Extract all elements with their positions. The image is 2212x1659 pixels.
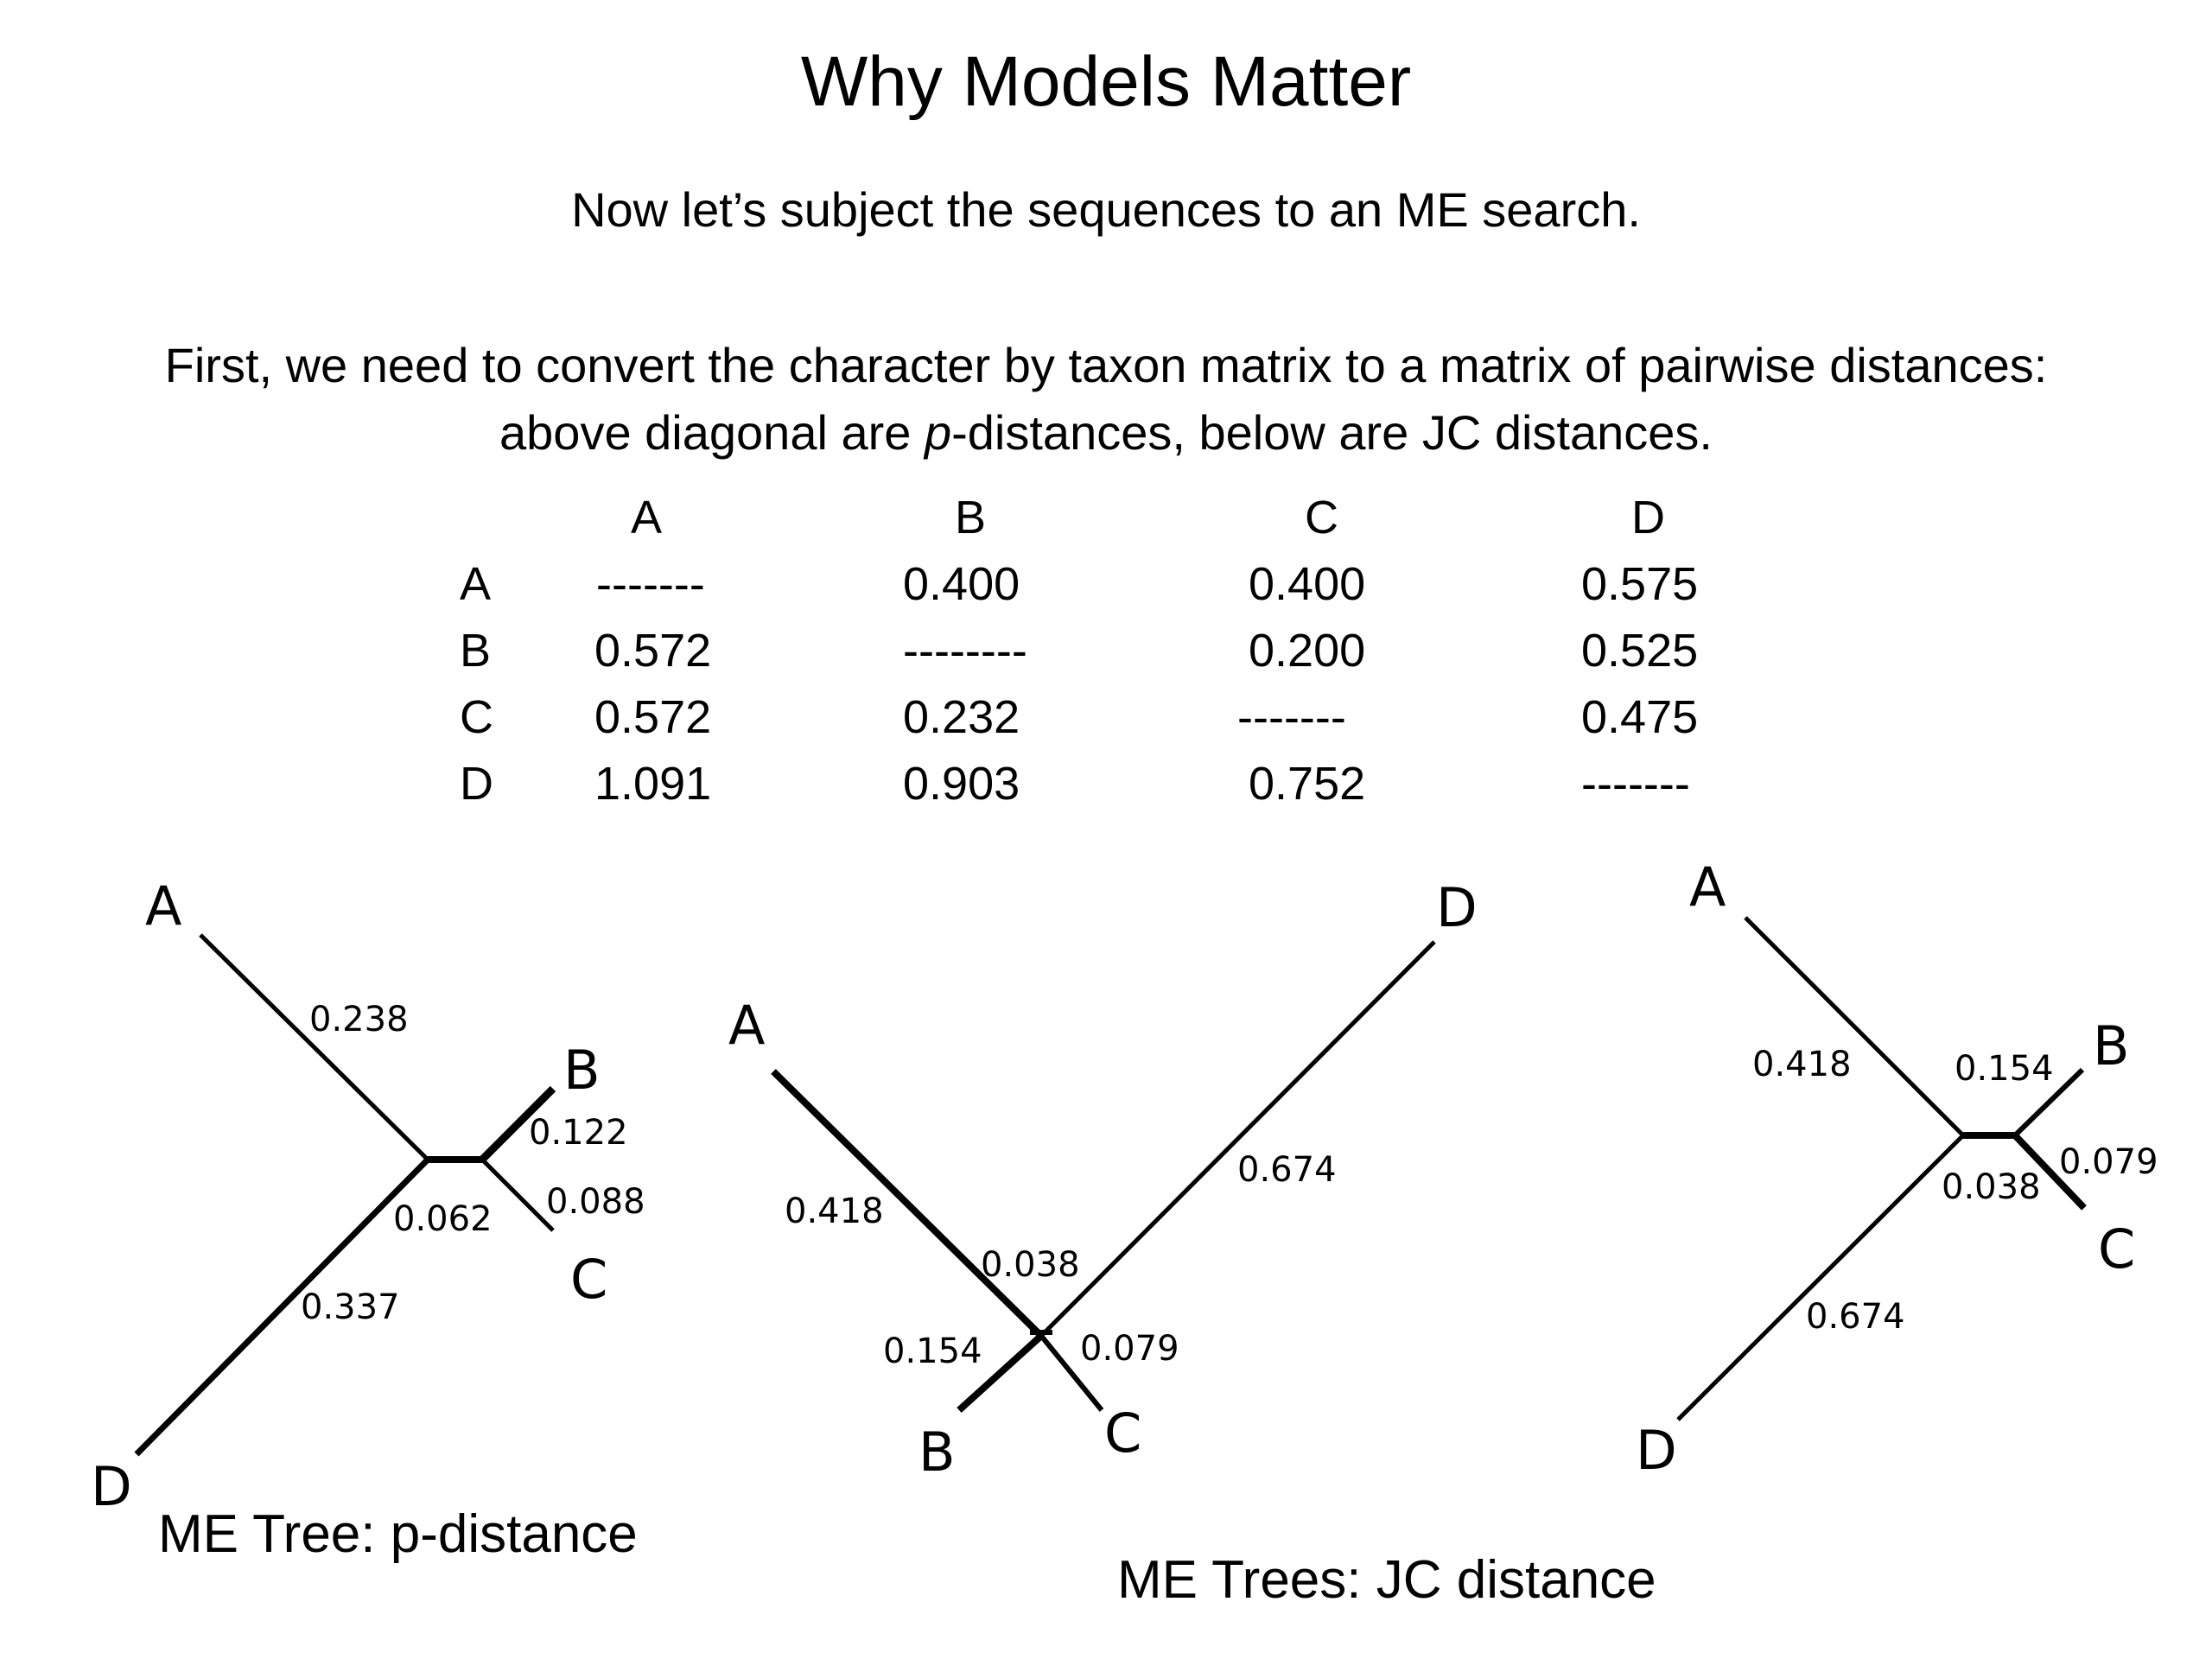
matrix-cell: ------- xyxy=(1237,691,1346,743)
matrix-cell: 0.903 xyxy=(903,758,1020,810)
instruction-line-2: above diagonal are p-distances, below ar… xyxy=(0,404,2212,461)
matrix-cell: 0.400 xyxy=(1249,558,1366,610)
jc-distance-trees-caption: ME Trees: JC distance xyxy=(1117,1550,1656,1610)
branch-length-internal: 0.062 xyxy=(393,1199,493,1239)
instruction-line-2-italic-p: p xyxy=(924,405,952,460)
tip-d: D xyxy=(91,1455,132,1518)
branch-length-c: 0.079 xyxy=(1080,1329,1179,1369)
matrix-row-label: D xyxy=(460,758,493,810)
branch-a xyxy=(771,1069,1044,1338)
branch-length-b: 0.154 xyxy=(1955,1049,2054,1089)
branch-length-a: 0.238 xyxy=(309,1000,409,1039)
tip-c: C xyxy=(570,1248,607,1311)
matrix-col-header: B xyxy=(955,492,987,543)
branch-length-b: 0.122 xyxy=(529,1113,628,1153)
instruction-line-2-start: above diagonal are xyxy=(499,405,925,460)
branch-length-d: 0.337 xyxy=(301,1287,400,1327)
matrix-row-label: A xyxy=(460,558,492,610)
matrix-col-header: A xyxy=(631,492,663,543)
branch-b xyxy=(479,1085,556,1163)
jc-distance-tree-2-labels: A B C D 0.418 0.154 0.079 0.038 0.674 xyxy=(1636,855,2158,1482)
branch-length-d: 0.674 xyxy=(1237,1150,1337,1190)
matrix-row-label: B xyxy=(460,625,492,677)
tip-a: A xyxy=(145,874,181,938)
matrix-col-header: C xyxy=(1305,492,1338,543)
branch-d xyxy=(1676,1134,1965,1421)
jc-distance-tree-2 xyxy=(1676,916,2087,1421)
matrix-cell: 0.475 xyxy=(1581,691,1699,743)
p-distance-tree-caption: ME Tree: p-distance xyxy=(158,1504,638,1564)
branch-b xyxy=(957,1333,1044,1413)
matrix-cell: 0.572 xyxy=(594,625,712,677)
branch-length-b: 0.154 xyxy=(883,1332,982,1371)
matrix-cell: 0.752 xyxy=(1249,758,1366,810)
branch-length-a: 0.418 xyxy=(1752,1045,1852,1084)
branch-b xyxy=(2012,1067,2085,1138)
matrix-cell: ------- xyxy=(1581,758,1690,810)
p-distance-tree xyxy=(134,933,556,1457)
instruction-line-2-end: -distances, below are JC distances. xyxy=(951,405,1713,460)
matrix-cell: 0.400 xyxy=(903,558,1020,610)
branch-c xyxy=(480,1158,555,1232)
tip-a: A xyxy=(728,994,765,1057)
matrix-row-label: C xyxy=(460,691,493,743)
matrix-cell: 0.525 xyxy=(1581,625,1699,677)
branch-length-c: 0.088 xyxy=(546,1182,645,1222)
matrix-cell: ------- xyxy=(596,558,705,610)
p-distance-tree-labels: A B C D 0.238 0.122 0.088 0.062 0.337 xyxy=(91,874,645,1518)
tip-b: B xyxy=(563,1039,601,1102)
branch-c xyxy=(2012,1133,2087,1211)
branch-length-internal: 0.038 xyxy=(981,1245,1080,1285)
branch-length-c: 0.079 xyxy=(2059,1142,2158,1182)
subtitle: Now let’s subject the sequences to an ME… xyxy=(571,182,1641,237)
branch-length-a: 0.418 xyxy=(785,1192,884,1231)
tip-d: D xyxy=(1436,876,1478,939)
branch-length-internal: 0.038 xyxy=(1942,1167,2041,1207)
branch-d xyxy=(1039,940,1436,1338)
matrix-cell: 1.091 xyxy=(594,758,712,810)
branch-d xyxy=(134,1157,430,1457)
tip-d: D xyxy=(1636,1419,1677,1482)
branch-a xyxy=(1744,916,1965,1137)
tip-c: C xyxy=(1104,1402,1141,1465)
tip-c: C xyxy=(2098,1217,2135,1281)
tip-b: B xyxy=(918,1421,956,1484)
branch-a xyxy=(199,933,429,1161)
tip-a: A xyxy=(1689,855,1726,918)
page-title: Why Models Matter xyxy=(800,42,1412,121)
branch-length-d: 0.674 xyxy=(1806,1297,1905,1337)
matrix-cell: 0.232 xyxy=(903,691,1020,743)
matrix-cell: 0.572 xyxy=(594,691,712,743)
jc-distance-tree-1-labels: A D B C 0.418 0.674 0.038 0.154 0.079 xyxy=(728,876,1478,1484)
matrix-cell: 0.575 xyxy=(1581,558,1699,610)
matrix-col-header: D xyxy=(1631,492,1665,543)
jc-distance-tree-1 xyxy=(771,940,1436,1413)
instruction-line-1: First, we need to convert the character … xyxy=(164,338,2048,392)
tip-b: B xyxy=(2093,1014,2130,1077)
matrix-cell: 0.200 xyxy=(1249,625,1366,677)
branch-c xyxy=(1039,1334,1104,1412)
matrix-cell: -------- xyxy=(903,625,1027,677)
